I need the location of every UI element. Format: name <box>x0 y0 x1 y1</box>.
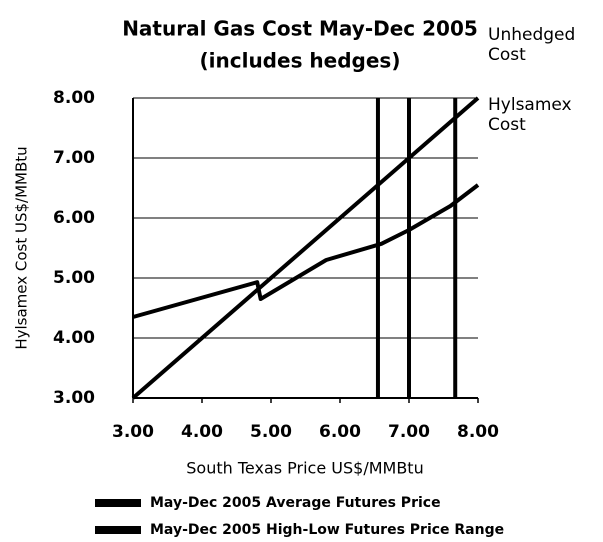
series-line <box>131 96 480 400</box>
chart-title: Natural Gas Cost May-Dec 2005 <box>122 17 478 41</box>
y-tick-label: 5.00 <box>53 268 95 288</box>
y-tick-label: 6.00 <box>53 208 95 228</box>
x-axis-label: South Texas Price US$/MMBtu <box>186 459 423 478</box>
x-tick-label: 7.00 <box>388 422 430 442</box>
y-tick-label: 8.00 <box>53 88 95 108</box>
series-line <box>132 183 480 319</box>
y-tick-label: 3.00 <box>53 388 95 408</box>
chart-subtitle: (includes hedges) <box>200 49 401 73</box>
x-tick-label: 6.00 <box>319 422 361 442</box>
legend-label: May-Dec 2005 Average Futures Price <box>150 495 441 511</box>
series-label: Hylsamex Cost <box>488 95 572 135</box>
y-tick-label: 4.00 <box>53 328 95 348</box>
series-label: Unhedged Cost <box>488 25 576 65</box>
legend-swatch <box>95 499 141 507</box>
legend-label: May-Dec 2005 High-Low Futures Price Rang… <box>150 522 504 538</box>
legend-swatch <box>95 526 141 534</box>
x-tick-label: 5.00 <box>250 422 292 442</box>
x-tick-label: 3.00 <box>112 422 154 442</box>
y-tick-label: 7.00 <box>53 148 95 168</box>
y-axis-label: Hylsamex Cost US$/MMBtu <box>13 146 31 349</box>
x-tick-label: 8.00 <box>457 422 499 442</box>
x-tick-label: 4.00 <box>181 422 223 442</box>
